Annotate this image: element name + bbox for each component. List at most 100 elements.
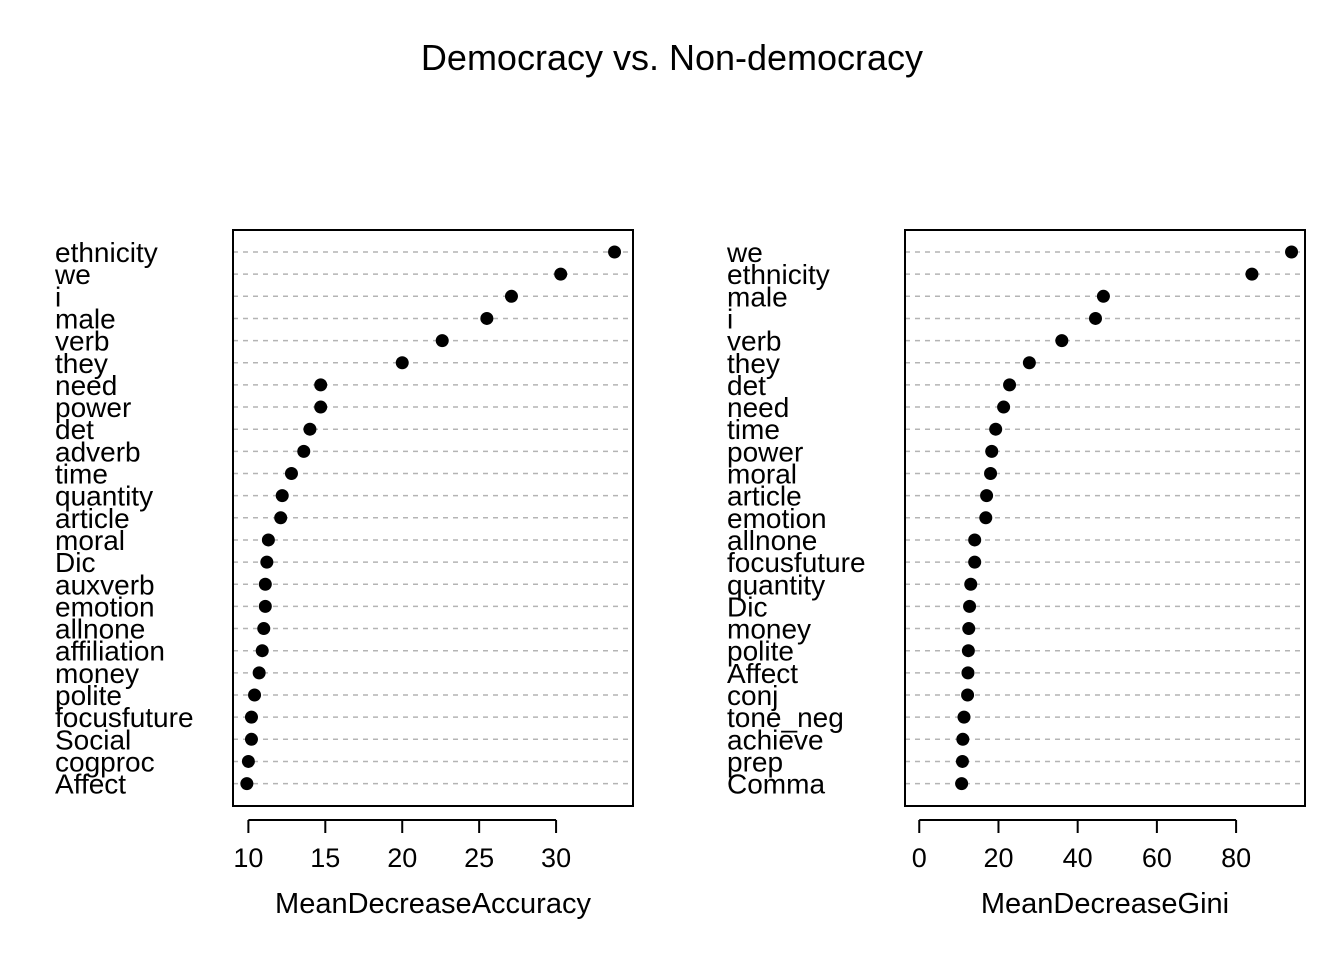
x-tick-label: 20 — [387, 843, 417, 873]
x-tick-label: 80 — [1221, 843, 1251, 873]
variable-label: focusfuture — [55, 702, 194, 733]
x-tick-label: 60 — [1142, 843, 1172, 873]
data-point — [1055, 334, 1069, 348]
variable-label: emotion — [727, 503, 827, 534]
variable-label: i — [727, 303, 733, 334]
data-point — [979, 511, 993, 525]
data-point — [608, 245, 622, 259]
data-point — [554, 267, 568, 281]
x-tick-label: 25 — [464, 843, 494, 873]
variable-label: need — [55, 370, 117, 401]
variable-label: affiliation — [55, 636, 165, 667]
data-point — [985, 444, 999, 458]
data-point — [240, 777, 254, 791]
data-point — [1245, 267, 1259, 281]
data-point — [241, 754, 255, 768]
data-point — [964, 577, 978, 591]
data-point — [255, 644, 269, 658]
variable-label: conj — [727, 680, 778, 711]
gini-panel: weethnicitymaleiverbtheydetneedtimepower… — [726, 229, 1306, 920]
variable-label: ethnicity — [727, 259, 830, 290]
variable-label: male — [727, 281, 788, 312]
x-axis-label: MeanDecreaseGini — [981, 888, 1229, 920]
variable-label: verb — [55, 326, 109, 357]
variable-label: Affect — [55, 769, 126, 800]
variable-label: moral — [727, 459, 797, 490]
data-point — [963, 599, 977, 613]
variable-label: moral — [55, 525, 125, 556]
data-point — [997, 400, 1011, 414]
data-point — [968, 533, 982, 547]
plot-frame — [904, 229, 1306, 807]
data-point — [275, 489, 289, 503]
data-point — [248, 688, 262, 702]
data-point — [258, 577, 272, 591]
chart-title: Democracy vs. Non-democracy — [421, 37, 923, 78]
data-point — [257, 622, 271, 636]
variable-label: emotion — [55, 591, 155, 622]
variable-label: time — [55, 459, 108, 490]
data-point — [1096, 289, 1110, 303]
x-tick-label: 15 — [310, 843, 340, 873]
variable-label: Comma — [727, 769, 825, 800]
x-axis-label: MeanDecreaseAccuracy — [275, 888, 591, 920]
data-point — [1088, 311, 1102, 325]
x-tick-label: 10 — [233, 843, 263, 873]
variable-label: Dic — [727, 591, 767, 622]
data-point — [968, 555, 982, 569]
data-point — [244, 732, 258, 746]
variable-label: polite — [727, 636, 794, 667]
variable-label: Social — [55, 724, 131, 755]
data-point — [252, 666, 266, 680]
data-point — [961, 688, 975, 702]
data-point — [989, 422, 1003, 436]
data-point — [314, 378, 328, 392]
data-point — [260, 555, 274, 569]
variable-label: verb — [727, 326, 781, 357]
plot-frame — [232, 229, 634, 807]
data-point — [961, 644, 975, 658]
data-point — [480, 311, 494, 325]
variable-label: det — [55, 414, 94, 445]
variable-label: tone_neg — [727, 702, 844, 733]
variable-label: we — [726, 237, 763, 268]
data-point — [955, 777, 969, 791]
variable-label: power — [55, 392, 131, 423]
variable-label: allnone — [55, 614, 145, 645]
data-point — [955, 754, 969, 768]
variable-label: money — [727, 614, 811, 645]
variable-label: Dic — [55, 547, 95, 578]
variable-label: focusfuture — [727, 547, 866, 578]
data-point — [962, 622, 976, 636]
x-tick-label: 20 — [983, 843, 1013, 873]
data-point — [258, 599, 272, 613]
accuracy-panel: ethnicityweimaleverbtheyneedpowerdetadve… — [54, 229, 634, 920]
variable-label: we — [54, 259, 91, 290]
data-point — [504, 289, 518, 303]
variable-label: cogproc — [55, 746, 155, 777]
variable-label: they — [55, 348, 108, 379]
x-tick-label: 0 — [912, 843, 927, 873]
variable-label: money — [55, 658, 139, 689]
variable-label: Affect — [727, 658, 798, 689]
data-point — [1285, 245, 1299, 259]
data-point — [1003, 378, 1017, 392]
variable-label: det — [727, 370, 766, 401]
data-point — [297, 444, 311, 458]
data-point — [314, 400, 328, 414]
data-point — [961, 666, 975, 680]
variable-label: they — [727, 348, 780, 379]
variable-label: allnone — [727, 525, 817, 556]
variable-label: achieve — [727, 724, 824, 755]
data-point — [1022, 356, 1036, 370]
variable-label: article — [727, 481, 802, 512]
variable-label: power — [727, 436, 803, 467]
data-point — [261, 533, 275, 547]
variable-label: quantity — [55, 481, 153, 512]
variable-label: adverb — [55, 436, 141, 467]
x-tick-label: 40 — [1063, 843, 1093, 873]
variable-label: male — [55, 303, 116, 334]
variable-label: article — [55, 503, 130, 534]
variable-label: need — [727, 392, 789, 423]
